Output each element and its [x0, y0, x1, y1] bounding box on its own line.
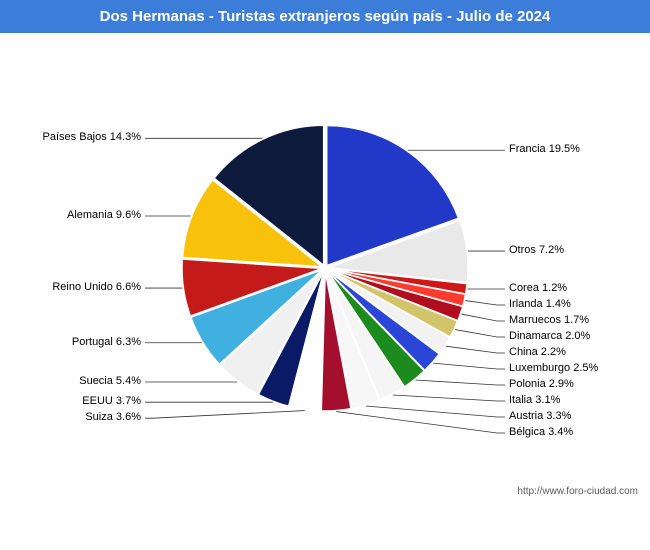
slice-label-polonia: Polonia 2.9%: [509, 378, 574, 390]
slice-label-eeuu: EEUU 3.7%: [82, 395, 141, 407]
slice-label-alemania: Alemania 9.6%: [67, 209, 141, 221]
slice-label-países-bajos: Países Bajos 14.3%: [43, 131, 141, 143]
footer-link: http://www.foro-ciudad.com: [517, 486, 638, 497]
slice-label-portugal: Portugal 6.3%: [72, 336, 141, 348]
leader-line: [446, 346, 505, 353]
leader-line: [415, 380, 505, 385]
leader-line: [393, 395, 505, 401]
slice-label-otros: Otros 7.2%: [509, 244, 564, 256]
slice-label-irlanda: Irlanda 1.4%: [509, 298, 571, 310]
leader-line: [465, 301, 505, 305]
slice-label-suiza: Suiza 3.6%: [85, 411, 141, 423]
leader-line: [455, 330, 505, 337]
leader-line: [145, 411, 305, 419]
slice-label-china: China 2.2%: [509, 346, 566, 358]
chart-container: Francia 19.5% Otros 7.2% Corea 1.2% Irlanda…: [0, 33, 650, 503]
leader-line: [336, 412, 505, 433]
leader-line: [461, 314, 505, 321]
slice-label-dinamarca: Dinamarca 2.0%: [509, 330, 590, 342]
slice-label-corea: Corea 1.2%: [509, 282, 567, 294]
slice-label-reino-unido: Reino Unido 6.6%: [52, 281, 141, 293]
slice-label-suecia: Suecia 5.4%: [79, 375, 141, 387]
slice-label-marruecos: Marruecos 1.7%: [509, 314, 589, 326]
slice-label-bélgica: Bélgica 3.4%: [509, 426, 573, 438]
leader-line: [366, 406, 505, 417]
slice-label-austria: Austria 3.3%: [509, 410, 571, 422]
slice-label-luxemburgo: Luxemburgo 2.5%: [509, 362, 598, 374]
leader-line: [433, 363, 505, 369]
slice-label-italia: Italia 3.1%: [509, 394, 560, 406]
slice-label-francia: Francia 19.5%: [509, 143, 580, 155]
chart-title: Dos Hermanas - Turistas extranjeros segú…: [0, 0, 650, 33]
